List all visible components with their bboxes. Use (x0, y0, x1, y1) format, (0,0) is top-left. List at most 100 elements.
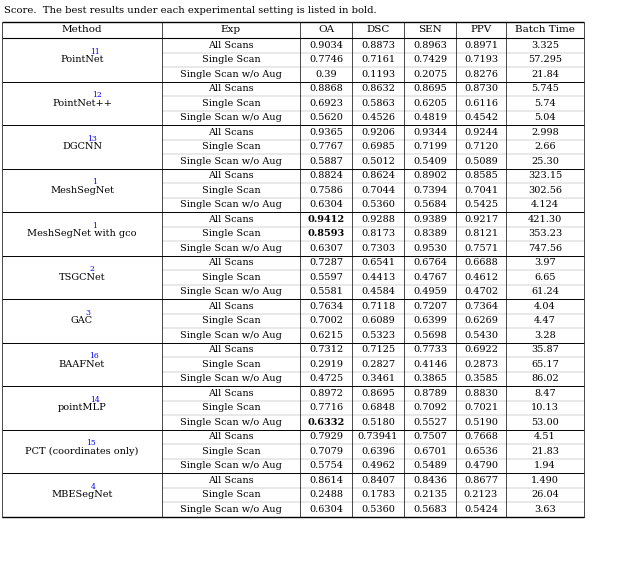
Text: 0.4819: 0.4819 (413, 113, 447, 122)
Text: 0.6399: 0.6399 (413, 316, 447, 325)
Text: PCT (coordinates only): PCT (coordinates only) (26, 447, 139, 456)
Text: 0.8824: 0.8824 (309, 171, 343, 180)
Text: 0.6304: 0.6304 (309, 200, 343, 209)
Text: 421.30: 421.30 (528, 215, 562, 224)
Text: 0.7716: 0.7716 (309, 403, 343, 412)
Text: 0.5430: 0.5430 (464, 331, 498, 340)
Text: 747.56: 747.56 (528, 244, 562, 253)
Text: OA: OA (318, 26, 334, 35)
Text: Single Scan: Single Scan (202, 55, 260, 64)
Text: 0.7207: 0.7207 (413, 302, 447, 311)
Text: 0.9217: 0.9217 (464, 215, 498, 224)
Text: 0.6396: 0.6396 (361, 447, 395, 456)
Text: 0.5887: 0.5887 (309, 156, 343, 166)
Text: 14: 14 (90, 396, 100, 404)
Text: 0.6215: 0.6215 (309, 331, 343, 340)
Text: 0.6332: 0.6332 (307, 418, 344, 427)
Text: Single Scan w/o Aug: Single Scan w/o Aug (180, 113, 282, 122)
Text: All Scans: All Scans (208, 258, 254, 267)
Text: PointNet++: PointNet++ (52, 99, 112, 108)
Text: 0.7079: 0.7079 (309, 447, 343, 456)
Text: 323.15: 323.15 (528, 171, 562, 180)
Text: 0.8632: 0.8632 (361, 84, 395, 93)
Text: MBESegNet: MBESegNet (51, 490, 113, 500)
Text: 4.04: 4.04 (534, 302, 556, 311)
Text: 0.4413: 0.4413 (361, 273, 395, 282)
Text: 0.4725: 0.4725 (309, 374, 343, 383)
Text: All Scans: All Scans (208, 432, 254, 441)
Text: 0.7041: 0.7041 (464, 186, 498, 194)
Text: Single Scan w/o Aug: Single Scan w/o Aug (180, 244, 282, 253)
Text: 0.39: 0.39 (315, 70, 337, 79)
Text: Single Scan w/o Aug: Single Scan w/o Aug (180, 287, 282, 296)
Text: 0.5698: 0.5698 (413, 331, 447, 340)
Text: 0.5323: 0.5323 (361, 331, 395, 340)
Text: 0.8121: 0.8121 (464, 229, 498, 238)
Text: 0.5409: 0.5409 (413, 156, 447, 166)
Text: Single Scan w/o Aug: Single Scan w/o Aug (180, 461, 282, 470)
Text: PPV: PPV (470, 26, 492, 35)
Text: 0.9365: 0.9365 (309, 128, 343, 137)
Text: All Scans: All Scans (208, 171, 254, 180)
Text: 0.7929: 0.7929 (309, 432, 343, 441)
Text: 61.24: 61.24 (531, 287, 559, 296)
Text: 0.4584: 0.4584 (361, 287, 395, 296)
Text: 0.8624: 0.8624 (361, 171, 395, 180)
Text: 0.2873: 0.2873 (464, 359, 498, 369)
Text: 0.3585: 0.3585 (464, 374, 498, 383)
Text: 0.5597: 0.5597 (309, 273, 343, 282)
Text: 0.6764: 0.6764 (413, 258, 447, 267)
Text: 4.124: 4.124 (531, 200, 559, 209)
Text: 0.4702: 0.4702 (464, 287, 498, 296)
Text: 0.6922: 0.6922 (464, 345, 498, 354)
Text: 3.325: 3.325 (531, 41, 559, 50)
Text: 57.295: 57.295 (528, 55, 562, 64)
Text: MeshSegNet: MeshSegNet (50, 186, 114, 194)
Text: 0.8695: 0.8695 (361, 389, 395, 397)
Text: 0.8585: 0.8585 (464, 171, 498, 180)
Text: 13: 13 (88, 135, 97, 143)
Text: DGCNN: DGCNN (62, 142, 102, 151)
Text: 2.66: 2.66 (534, 142, 556, 151)
Text: All Scans: All Scans (208, 215, 254, 224)
Text: 1: 1 (92, 178, 97, 187)
Text: 0.7312: 0.7312 (309, 345, 343, 354)
Text: 0.8868: 0.8868 (309, 84, 343, 93)
Text: 302.56: 302.56 (528, 186, 562, 194)
Text: 0.4767: 0.4767 (413, 273, 447, 282)
Text: Single Scan w/o Aug: Single Scan w/o Aug (180, 418, 282, 427)
Text: Single Scan: Single Scan (202, 447, 260, 456)
Text: 0.9288: 0.9288 (361, 215, 395, 224)
Text: All Scans: All Scans (208, 345, 254, 354)
Text: Single Scan: Single Scan (202, 316, 260, 325)
Text: 0.5012: 0.5012 (361, 156, 395, 166)
Text: 0.9530: 0.9530 (413, 244, 447, 253)
Text: 0.5424: 0.5424 (464, 505, 498, 514)
Text: 16: 16 (89, 352, 99, 360)
Text: All Scans: All Scans (208, 84, 254, 93)
Text: 6.65: 6.65 (534, 273, 556, 282)
Text: 0.4146: 0.4146 (413, 359, 447, 369)
Text: 1.490: 1.490 (531, 476, 559, 485)
Text: 0.8389: 0.8389 (413, 229, 447, 238)
Text: 0.7586: 0.7586 (309, 186, 343, 194)
Text: 86.02: 86.02 (531, 374, 559, 383)
Text: 0.5180: 0.5180 (361, 418, 395, 427)
Text: 0.8873: 0.8873 (361, 41, 395, 50)
Text: 0.8972: 0.8972 (309, 389, 343, 397)
Text: 0.5425: 0.5425 (464, 200, 498, 209)
Text: 0.7002: 0.7002 (309, 316, 343, 325)
Text: Exp: Exp (221, 26, 241, 35)
Text: 0.6923: 0.6923 (309, 99, 343, 108)
Text: 0.1783: 0.1783 (361, 490, 395, 500)
Text: All Scans: All Scans (208, 302, 254, 311)
Text: 0.8614: 0.8614 (309, 476, 343, 485)
Text: 0.5360: 0.5360 (361, 505, 395, 514)
Text: 0.4612: 0.4612 (464, 273, 498, 282)
Text: 0.7668: 0.7668 (464, 432, 498, 441)
Text: 0.7767: 0.7767 (309, 142, 343, 151)
Text: 0.1193: 0.1193 (361, 70, 395, 79)
Text: 0.6688: 0.6688 (464, 258, 498, 267)
Text: 0.6205: 0.6205 (413, 99, 447, 108)
Text: 2: 2 (89, 265, 94, 273)
